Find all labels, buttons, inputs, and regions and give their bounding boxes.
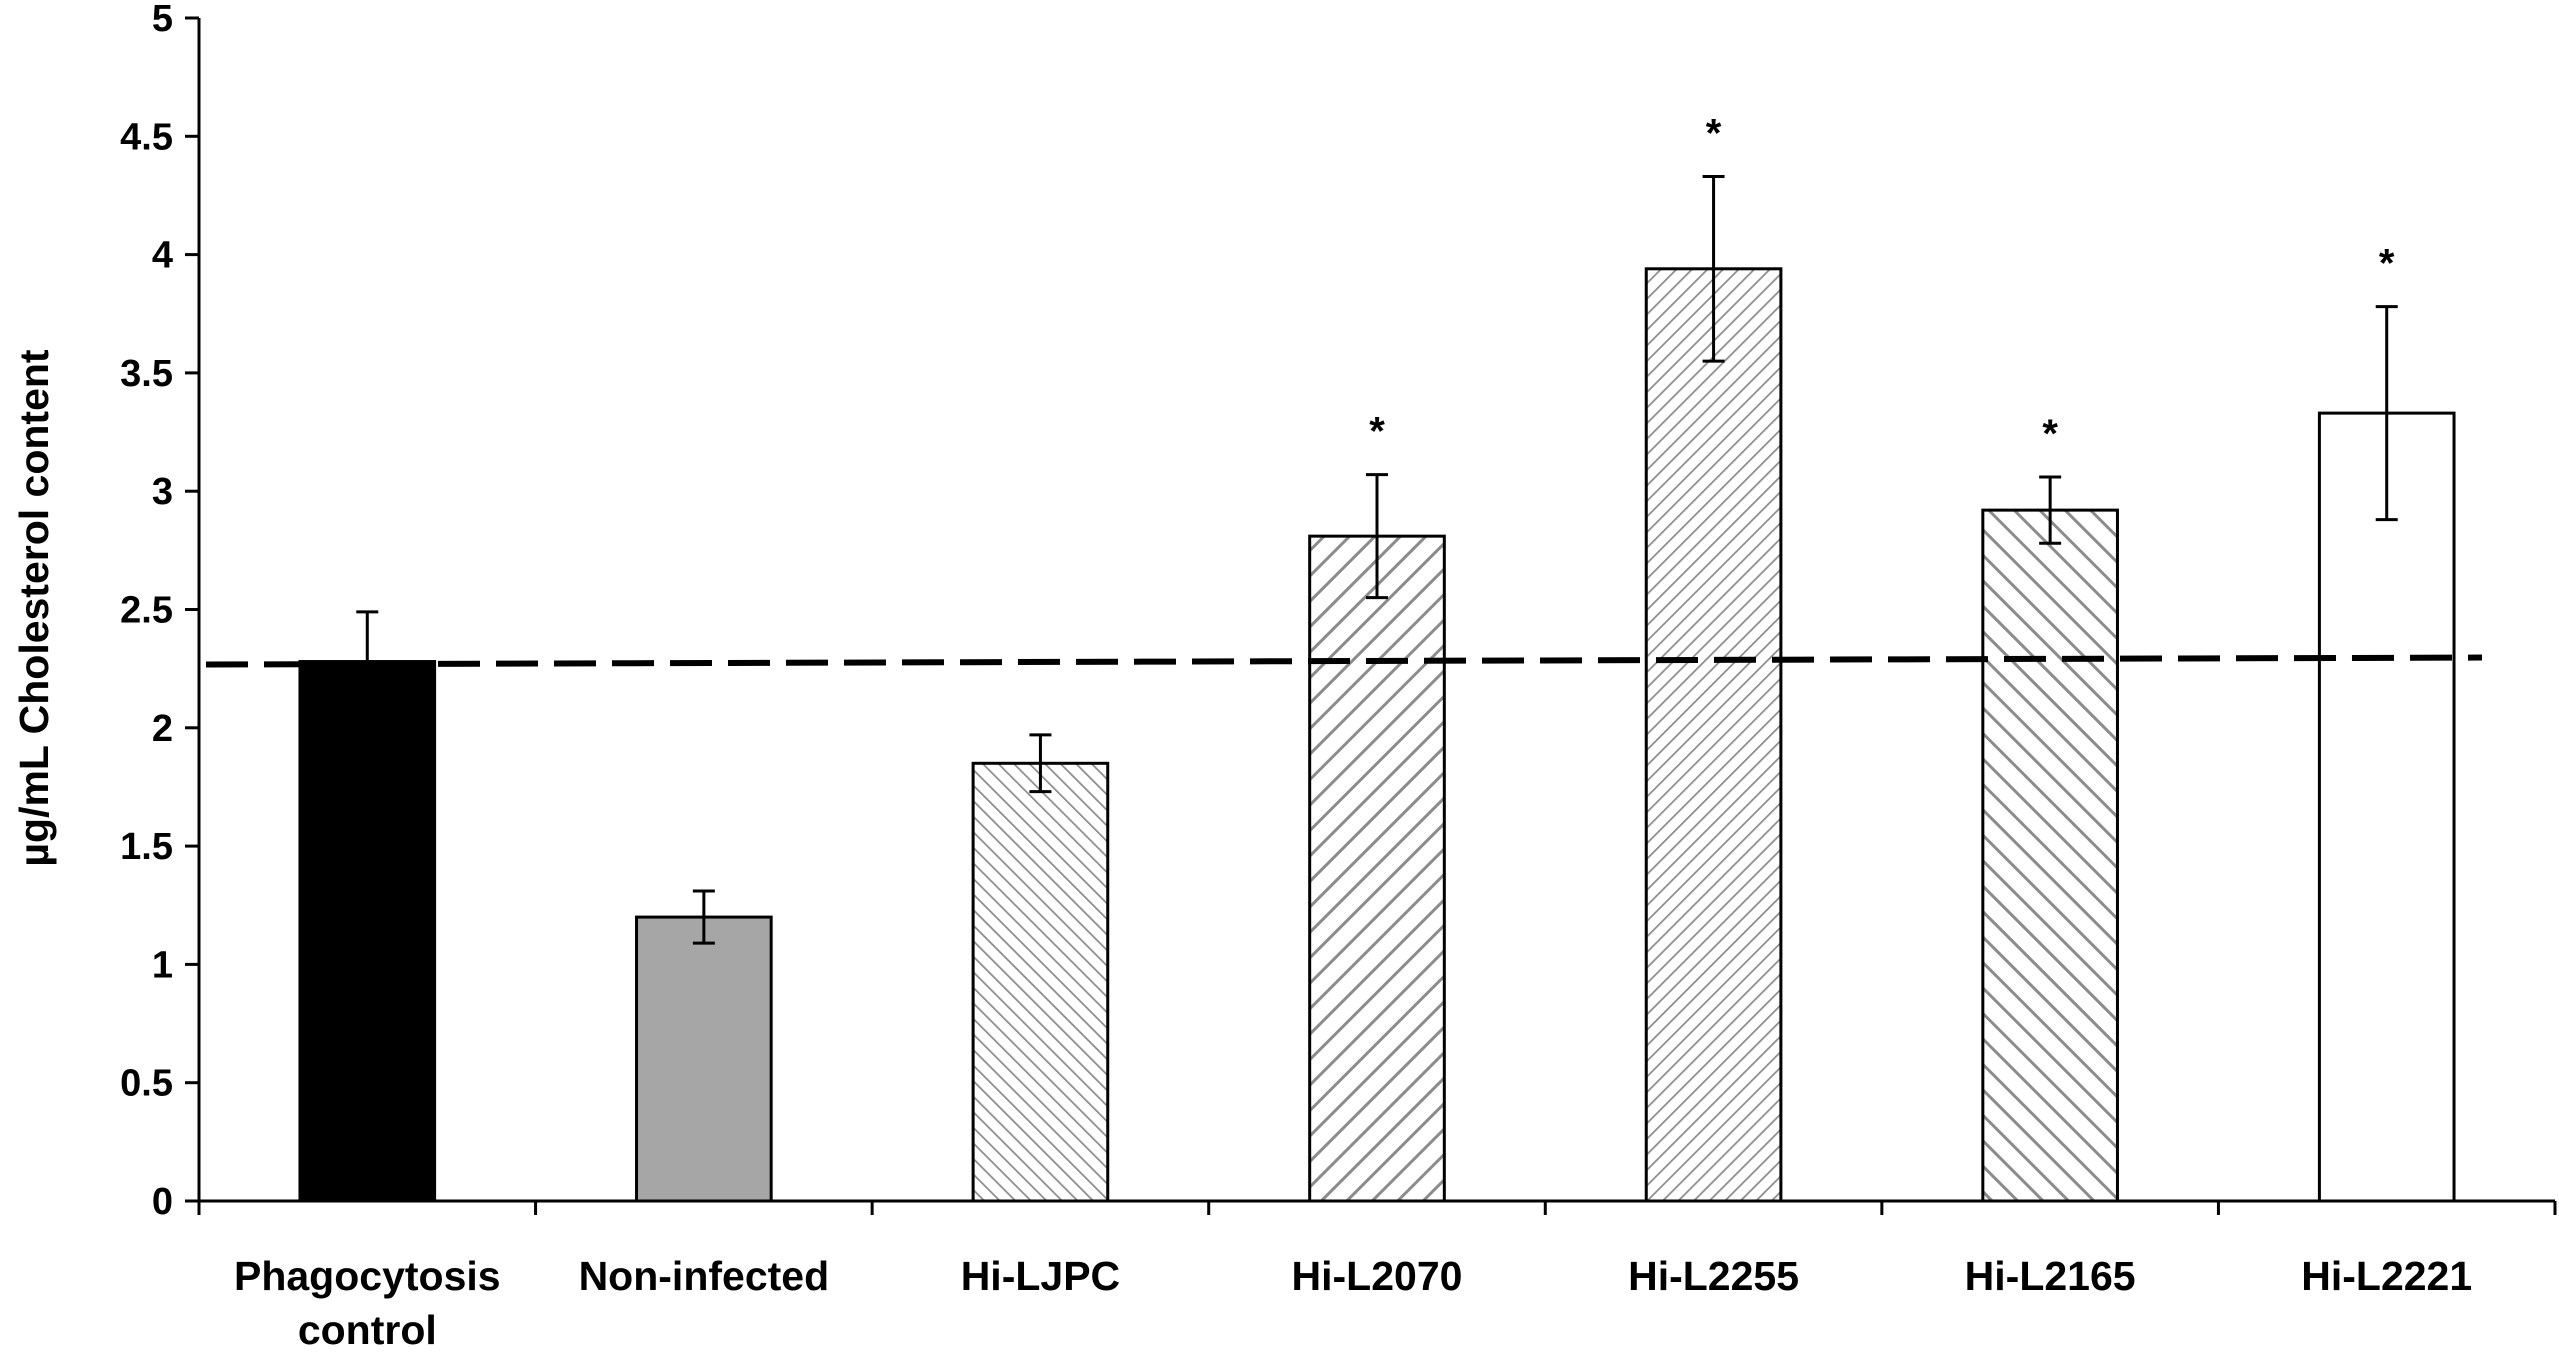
y-tick-label: 5: [152, 0, 173, 40]
y-tick-label: 1: [152, 944, 173, 986]
bar: [298, 660, 437, 1203]
y-axis-title: µg/mL Cholesterol content: [11, 349, 57, 867]
y-tick-label: 4: [152, 235, 173, 277]
x-tick-label: Hi-L2221: [2301, 1253, 2472, 1299]
x-tick-label: Non-infected: [579, 1253, 830, 1299]
bar: [635, 915, 773, 1203]
y-tick-label: 2.5: [120, 590, 173, 632]
bar: [1308, 534, 1446, 1203]
x-tick-label: Hi-L2255: [1628, 1253, 1799, 1299]
significance-star: *: [2379, 242, 2395, 286]
bar: [971, 761, 1110, 1203]
significance-star: *: [2042, 412, 2058, 456]
y-tick-label: 3.5: [120, 353, 173, 395]
x-tick-label: Hi-LJPC: [961, 1253, 1120, 1299]
bar: [2317, 411, 2456, 1203]
y-tick-label: 0.5: [120, 1063, 173, 1105]
x-tick-label: Hi-L2070: [1292, 1253, 1463, 1299]
x-tick-label: control: [298, 1307, 437, 1353]
reference-line: [205, 654, 2483, 668]
y-tick-label: 1.5: [120, 826, 173, 868]
bar: [1644, 267, 1783, 1203]
significance-star: *: [1369, 410, 1385, 454]
y-tick-label: 4.5: [120, 116, 173, 158]
significance-star: *: [1706, 112, 1722, 156]
y-tick-label: 0: [152, 1181, 173, 1223]
bar: [1981, 508, 2119, 1203]
y-tick-label: 2: [152, 708, 173, 750]
x-tick-label: Phagocytosis: [234, 1253, 501, 1299]
x-tick-label: Hi-L2165: [1965, 1253, 2136, 1299]
y-tick-label: 3: [152, 471, 173, 513]
